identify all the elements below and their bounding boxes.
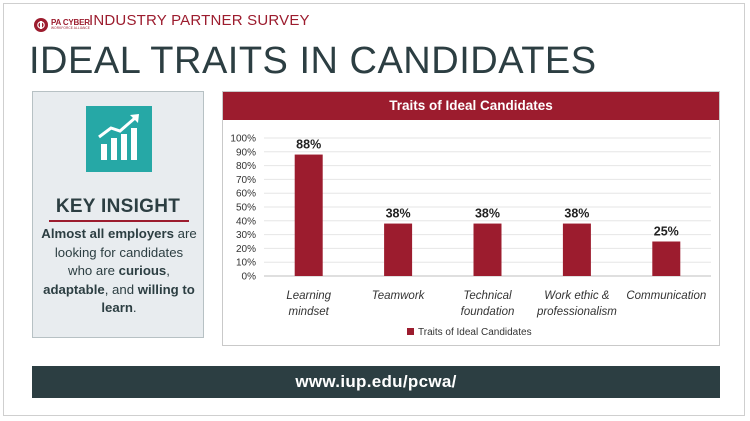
x-tick-label: Teamwork <box>372 290 426 302</box>
insight-text-8: . <box>132 300 137 315</box>
logo: PA CYBER WORKFORCE ALLIANCE <box>34 16 91 34</box>
bar <box>562 223 591 276</box>
x-tick-label: Technical <box>463 290 512 302</box>
y-tick-label: 40% <box>236 216 256 227</box>
survey-label: INDUSTRY PARTNER SURVEY <box>89 12 310 29</box>
insight-text-4: , <box>166 263 170 278</box>
y-tick-label: 30% <box>236 230 256 241</box>
insight-text-1: Almost all employers <box>41 226 174 241</box>
x-tick-label: mindset <box>289 306 330 318</box>
insight-text-6: , and <box>104 281 138 297</box>
chart-panel: Traits of Ideal Candidates 0% 10% 20% 30% 40… <box>222 91 720 346</box>
insight-text-5: adaptable <box>43 281 105 297</box>
x-tick-label: foundation <box>461 306 515 318</box>
bar <box>294 154 323 276</box>
y-tick-label: 90% <box>236 147 256 158</box>
x-tick-label: professionalism <box>536 306 617 318</box>
y-tick-label: 60% <box>236 189 256 200</box>
y-tick-label: 100% <box>230 134 256 145</box>
page-title: IDEAL TRAITS IN CANDIDATES <box>29 40 597 82</box>
y-tick-label: 20% <box>236 244 256 255</box>
data-label: 38% <box>386 207 411 221</box>
insight-text-3: curious <box>118 263 167 278</box>
x-tick-label: Learning <box>286 290 331 302</box>
logo-title: PA CYBER <box>51 18 90 28</box>
insight-text-7: willing to learn <box>101 281 195 316</box>
insight-heading: KEY INSIGHT <box>55 196 181 217</box>
bar-chart: 0% 10% 20% 30% 40% 50% 60% 70% 80% 90% 100% 88% Lear… <box>230 134 711 338</box>
y-tick-label: 10% <box>236 258 256 269</box>
x-tick-label: Communication <box>626 290 706 302</box>
growth-chart-icon <box>86 106 152 172</box>
bar <box>473 223 502 276</box>
y-tick-label: 80% <box>236 161 256 172</box>
bar <box>652 241 681 276</box>
key-insight-panel: KEY INSIGHT Almost all employers are loo… <box>32 91 204 338</box>
bar <box>384 223 413 276</box>
y-tick-label: 70% <box>236 175 256 186</box>
data-label: 25% <box>654 225 679 239</box>
legend-swatch <box>407 328 414 335</box>
y-tick-label: 50% <box>236 203 256 214</box>
logo-subtitle: WORKFORCE ALLIANCE <box>51 26 90 31</box>
data-label: 88% <box>296 138 321 152</box>
insight-text-2: are looking for candidates who are <box>54 226 197 278</box>
insight-text: Almost all employers are looking for can… <box>41 225 197 318</box>
data-label: 38% <box>475 207 500 221</box>
keystone-logo-icon <box>34 18 48 32</box>
y-tick-label: 0% <box>242 272 257 283</box>
footer-url[interactable]: www.iup.edu/pcwa/ <box>32 366 720 398</box>
legend-label: Traits of Ideal Candidates <box>418 327 532 338</box>
x-tick-label: Work ethic & <box>544 290 610 302</box>
insight-divider <box>49 220 189 222</box>
data-label: 38% <box>564 207 589 221</box>
chart-title: Traits of Ideal Candidates <box>223 92 719 120</box>
